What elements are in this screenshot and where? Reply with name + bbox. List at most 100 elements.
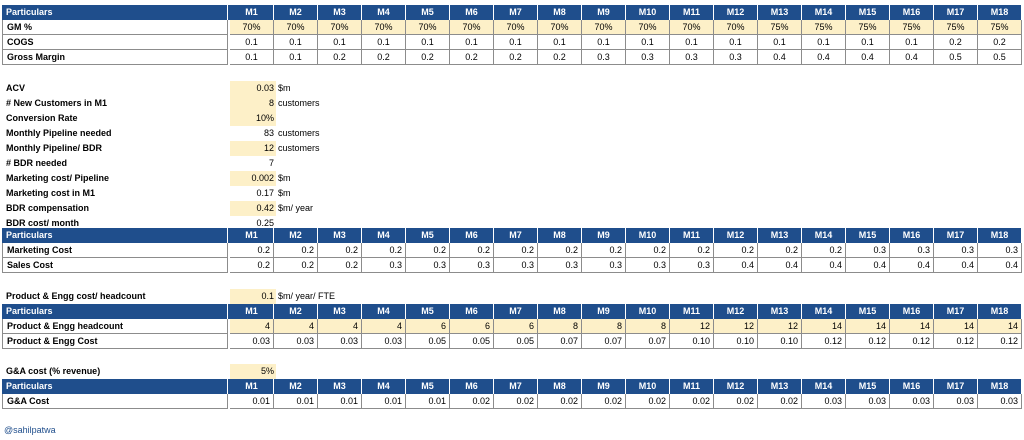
assumption-value[interactable]: 8 xyxy=(230,96,276,111)
table-cell[interactable]: 0.1 xyxy=(450,35,494,50)
table-cell[interactable]: 0.3 xyxy=(582,258,626,273)
table-cell[interactable]: 70% xyxy=(670,20,714,35)
table-cell[interactable]: 0.02 xyxy=(582,394,626,409)
table-cell[interactable]: 70% xyxy=(318,20,362,35)
table-cell[interactable]: 0.07 xyxy=(538,334,582,349)
table-cell[interactable]: 0.03 xyxy=(230,334,274,349)
table-cell[interactable]: 0.10 xyxy=(758,334,802,349)
table-cell[interactable]: 0.4 xyxy=(890,258,934,273)
table-cell[interactable]: 0.2 xyxy=(230,243,274,258)
table-cell[interactable]: 0.07 xyxy=(582,334,626,349)
table-cell[interactable]: 6 xyxy=(494,319,538,334)
table-cell[interactable]: 0.2 xyxy=(274,243,318,258)
table-cell[interactable]: 0.4 xyxy=(802,258,846,273)
table-cell[interactable]: 0.05 xyxy=(494,334,538,349)
table-cell[interactable]: 0.1 xyxy=(230,50,274,65)
table-cell[interactable]: 12 xyxy=(714,319,758,334)
table-cell[interactable]: 0.4 xyxy=(846,50,890,65)
table-cell[interactable]: 0.2 xyxy=(318,258,362,273)
assumption-value[interactable]: 10% xyxy=(230,111,276,126)
assumption-value[interactable]: 12 xyxy=(230,141,276,156)
table-cell[interactable]: 70% xyxy=(714,20,758,35)
table-cell[interactable]: 0.3 xyxy=(450,258,494,273)
assumption-value[interactable]: 0.42 xyxy=(230,201,276,216)
table-cell[interactable]: 0.2 xyxy=(362,50,406,65)
table-cell[interactable]: 0.3 xyxy=(670,258,714,273)
table-cell[interactable]: 0.4 xyxy=(758,258,802,273)
table-cell[interactable]: 70% xyxy=(626,20,670,35)
table-cell[interactable]: 0.2 xyxy=(318,243,362,258)
table-cell[interactable]: 0.2 xyxy=(670,243,714,258)
table-cell[interactable]: 0.1 xyxy=(230,35,274,50)
table-cell[interactable]: 70% xyxy=(538,20,582,35)
table-cell[interactable]: 0.03 xyxy=(978,394,1022,409)
table-cell[interactable]: 0.02 xyxy=(626,394,670,409)
table-cell[interactable]: 75% xyxy=(846,20,890,35)
table-cell[interactable]: 0.2 xyxy=(450,50,494,65)
table-cell[interactable]: 0.1 xyxy=(494,35,538,50)
table-cell[interactable]: 4 xyxy=(318,319,362,334)
table-cell[interactable]: 4 xyxy=(362,319,406,334)
table-cell[interactable]: 0.12 xyxy=(846,334,890,349)
table-cell[interactable]: 0.3 xyxy=(670,50,714,65)
table-cell[interactable]: 12 xyxy=(670,319,714,334)
table-cell[interactable]: 0.05 xyxy=(450,334,494,349)
table-cell[interactable]: 0.03 xyxy=(318,334,362,349)
table-cell[interactable]: 75% xyxy=(758,20,802,35)
table-cell[interactable]: 0.07 xyxy=(626,334,670,349)
author-credit[interactable]: @sahilpatwa xyxy=(4,425,56,435)
table-cell[interactable]: 0.02 xyxy=(758,394,802,409)
table-cell[interactable]: 0.03 xyxy=(274,334,318,349)
assumption-value[interactable]: 0.03 xyxy=(230,81,276,96)
table-cell[interactable]: 75% xyxy=(934,20,978,35)
table-cell[interactable]: 70% xyxy=(406,20,450,35)
assumption-value[interactable]: 5% xyxy=(230,364,276,379)
table-cell[interactable]: 0.12 xyxy=(890,334,934,349)
table-cell[interactable]: 0.2 xyxy=(626,243,670,258)
table-cell[interactable]: 0.3 xyxy=(978,243,1022,258)
table-cell[interactable]: 0.2 xyxy=(934,35,978,50)
table-cell[interactable]: 0.1 xyxy=(406,35,450,50)
table-cell[interactable]: 0.2 xyxy=(450,243,494,258)
table-cell[interactable]: 70% xyxy=(494,20,538,35)
table-cell[interactable]: 4 xyxy=(274,319,318,334)
table-cell[interactable]: 0.1 xyxy=(626,35,670,50)
table-cell[interactable]: 70% xyxy=(450,20,494,35)
table-cell[interactable]: 0.4 xyxy=(758,50,802,65)
table-cell[interactable]: 0.4 xyxy=(846,258,890,273)
table-cell[interactable]: 0.2 xyxy=(494,50,538,65)
table-cell[interactable]: 0.12 xyxy=(802,334,846,349)
table-cell[interactable]: 70% xyxy=(274,20,318,35)
table-cell[interactable]: 0.3 xyxy=(846,243,890,258)
table-cell[interactable]: 0.2 xyxy=(538,243,582,258)
table-cell[interactable]: 0.3 xyxy=(934,243,978,258)
table-cell[interactable]: 70% xyxy=(362,20,406,35)
table-cell[interactable]: 0.3 xyxy=(494,258,538,273)
table-cell[interactable]: 14 xyxy=(802,319,846,334)
table-cell[interactable]: 0.2 xyxy=(318,50,362,65)
table-cell[interactable]: 0.01 xyxy=(318,394,362,409)
table-cell[interactable]: 0.2 xyxy=(802,243,846,258)
table-cell[interactable]: 0.4 xyxy=(714,258,758,273)
table-cell[interactable]: 0.3 xyxy=(626,50,670,65)
table-cell[interactable]: 0.2 xyxy=(978,35,1022,50)
table-cell[interactable]: 0.01 xyxy=(230,394,274,409)
table-cell[interactable]: 0.3 xyxy=(714,50,758,65)
table-cell[interactable]: 0.2 xyxy=(538,50,582,65)
table-cell[interactable]: 0.1 xyxy=(274,35,318,50)
table-cell[interactable]: 14 xyxy=(890,319,934,334)
table-cell[interactable]: 0.10 xyxy=(714,334,758,349)
table-cell[interactable]: 0.1 xyxy=(274,50,318,65)
table-cell[interactable]: 0.2 xyxy=(230,258,274,273)
table-cell[interactable]: 0.1 xyxy=(582,35,626,50)
table-cell[interactable]: 0.1 xyxy=(890,35,934,50)
table-cell[interactable]: 12 xyxy=(758,319,802,334)
table-cell[interactable]: 8 xyxy=(582,319,626,334)
table-cell[interactable]: 14 xyxy=(846,319,890,334)
table-cell[interactable]: 0.5 xyxy=(934,50,978,65)
table-cell[interactable]: 75% xyxy=(802,20,846,35)
assumption-value[interactable]: 0.002 xyxy=(230,171,276,186)
table-cell[interactable]: 0.01 xyxy=(406,394,450,409)
table-cell[interactable]: 0.12 xyxy=(978,334,1022,349)
table-cell[interactable]: 0.3 xyxy=(890,243,934,258)
